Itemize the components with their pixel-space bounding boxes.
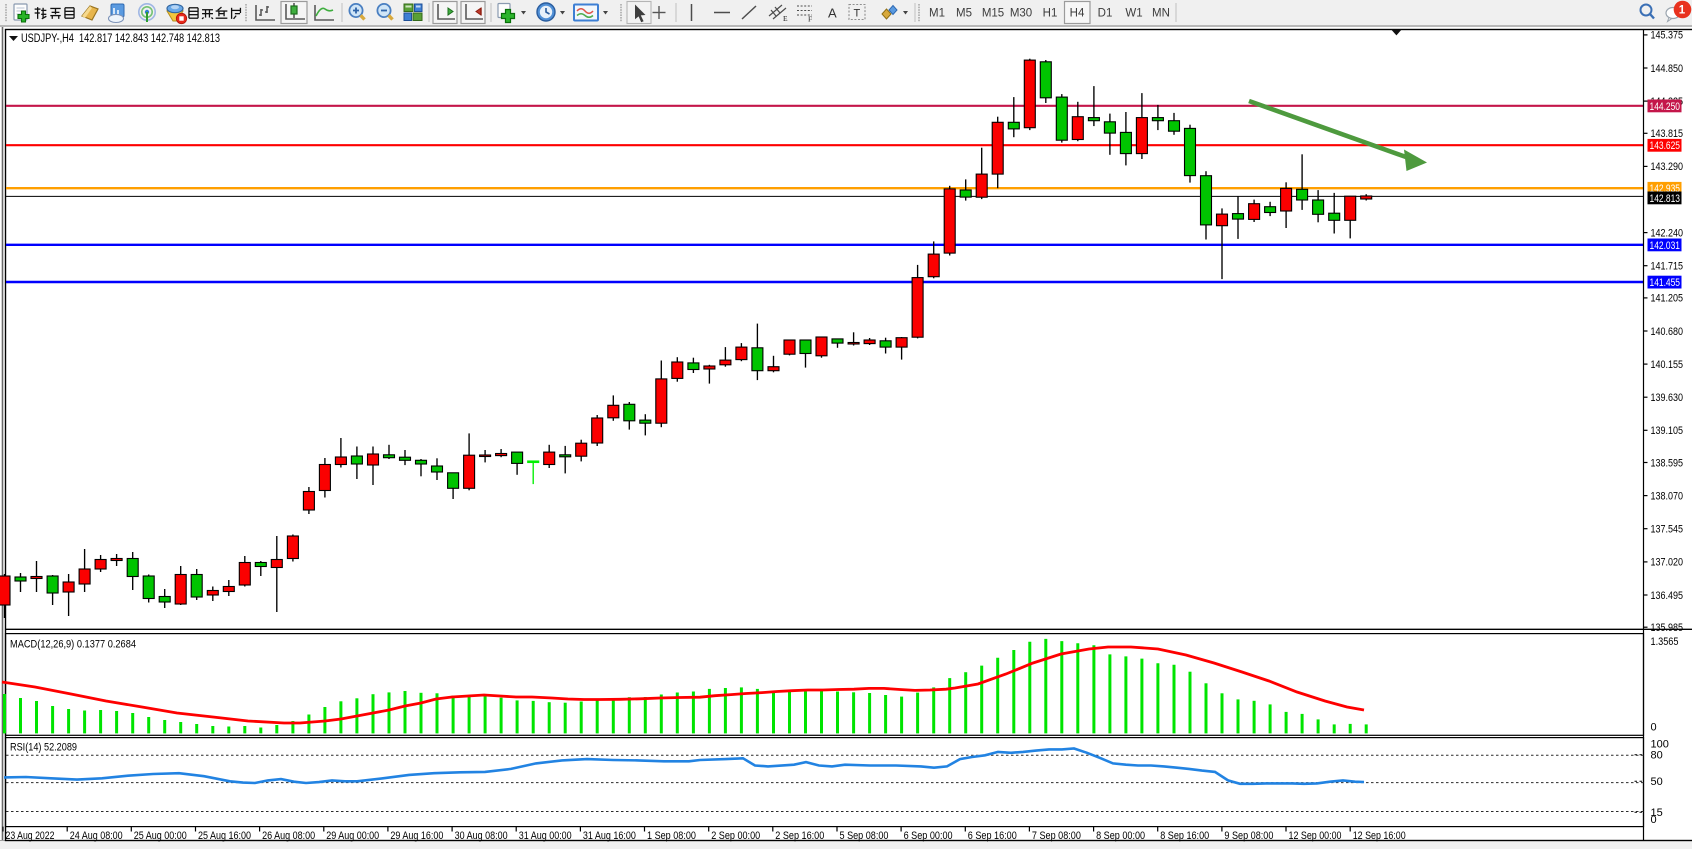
svg-text:23 Aug 2022: 23 Aug 2022 — [6, 830, 55, 842]
svg-text:T: T — [854, 8, 861, 20]
svg-text:50: 50 — [1651, 776, 1663, 788]
svg-text:139.630: 139.630 — [1651, 392, 1684, 404]
svg-text:D1: D1 — [1098, 8, 1113, 20]
svg-text:A: A — [828, 6, 837, 21]
svg-text:12 Sep 16:00: 12 Sep 16:00 — [1353, 830, 1406, 842]
svg-text:1 Sep 08:00: 1 Sep 08:00 — [647, 830, 696, 842]
svg-text:31 Aug 16:00: 31 Aug 16:00 — [583, 830, 636, 842]
svg-text:MN: MN — [1152, 8, 1170, 20]
svg-text:5 Sep 08:00: 5 Sep 08:00 — [840, 830, 889, 842]
svg-text:138.595: 138.595 — [1651, 457, 1684, 469]
svg-text:100: 100 — [1651, 739, 1669, 751]
svg-text:137.545: 137.545 — [1651, 524, 1684, 536]
svg-text:RSI(14) 52.2089: RSI(14) 52.2089 — [10, 742, 77, 754]
svg-text:141.455: 141.455 — [1650, 277, 1681, 289]
svg-text:140.155: 140.155 — [1651, 359, 1684, 371]
svg-text:M5: M5 — [956, 8, 972, 20]
svg-text:143.815: 143.815 — [1651, 128, 1684, 140]
svg-text:8 Sep 16:00: 8 Sep 16:00 — [1160, 830, 1209, 842]
svg-text:1.3565: 1.3565 — [1651, 636, 1679, 648]
svg-text:140.680: 140.680 — [1651, 326, 1684, 338]
svg-text:142.031: 142.031 — [1650, 240, 1681, 252]
svg-text:144.250: 144.250 — [1650, 101, 1681, 113]
svg-text:2 Sep 16:00: 2 Sep 16:00 — [775, 830, 824, 842]
svg-text:29 Aug 00:00: 29 Aug 00:00 — [326, 830, 379, 842]
svg-text:9 Sep 08:00: 9 Sep 08:00 — [1224, 830, 1273, 842]
svg-text:31 Aug 00:00: 31 Aug 00:00 — [519, 830, 572, 842]
svg-text:29 Aug 16:00: 29 Aug 16:00 — [390, 830, 443, 842]
svg-text:80: 80 — [1651, 750, 1663, 762]
svg-text:1: 1 — [1679, 5, 1686, 17]
svg-text:143.625: 143.625 — [1650, 140, 1681, 152]
svg-text:E: E — [783, 14, 788, 23]
svg-text:135.985: 135.985 — [1651, 622, 1684, 634]
svg-text:0: 0 — [1651, 814, 1657, 826]
svg-text:6 Sep 16:00: 6 Sep 16:00 — [968, 830, 1017, 842]
svg-text:136.495: 136.495 — [1651, 590, 1684, 602]
svg-text:15: 15 — [1651, 807, 1663, 819]
svg-text:H1: H1 — [1043, 8, 1058, 20]
svg-text:138.070: 138.070 — [1651, 490, 1684, 502]
svg-text:25 Aug 16:00: 25 Aug 16:00 — [198, 830, 251, 842]
svg-text:H4: H4 — [1070, 8, 1085, 20]
svg-text:142.813: 142.813 — [1650, 193, 1681, 205]
svg-text:144.850: 144.850 — [1651, 63, 1684, 75]
svg-text:25 Aug 00:00: 25 Aug 00:00 — [134, 830, 187, 842]
svg-text:143.290: 143.290 — [1651, 161, 1684, 173]
svg-text:F: F — [808, 15, 812, 24]
svg-text:USDJPY-,H4 142.817 142.843 14: USDJPY-,H4 142.817 142.843 142.748 142.8… — [21, 33, 220, 45]
svg-text:26 Aug 08:00: 26 Aug 08:00 — [262, 830, 315, 842]
svg-text:24 Aug 08:00: 24 Aug 08:00 — [70, 830, 123, 842]
svg-text:139.105: 139.105 — [1651, 425, 1684, 437]
svg-text:12 Sep 00:00: 12 Sep 00:00 — [1289, 830, 1342, 842]
svg-text:MACD(12,26,9) 0.1377 0.2684: MACD(12,26,9) 0.1377 0.2684 — [10, 639, 136, 651]
svg-text:137.020: 137.020 — [1651, 557, 1684, 569]
svg-text:145.375: 145.375 — [1651, 30, 1684, 42]
svg-text:M15: M15 — [982, 8, 1004, 20]
svg-text:W1: W1 — [1125, 8, 1142, 20]
svg-text:6 Sep 00:00: 6 Sep 00:00 — [904, 830, 953, 842]
svg-text:142.240: 142.240 — [1651, 227, 1684, 239]
svg-text:141.205: 141.205 — [1651, 293, 1684, 305]
svg-text:0: 0 — [1651, 721, 1657, 733]
svg-text:2 Sep 00:00: 2 Sep 00:00 — [711, 830, 760, 842]
svg-text:7 Sep 08:00: 7 Sep 08:00 — [1032, 830, 1081, 842]
svg-text:M1: M1 — [929, 8, 945, 20]
svg-text:141.715: 141.715 — [1651, 261, 1684, 273]
svg-text:8 Sep 00:00: 8 Sep 00:00 — [1096, 830, 1145, 842]
svg-text:M30: M30 — [1010, 8, 1032, 20]
svg-text:30 Aug 08:00: 30 Aug 08:00 — [455, 830, 508, 842]
